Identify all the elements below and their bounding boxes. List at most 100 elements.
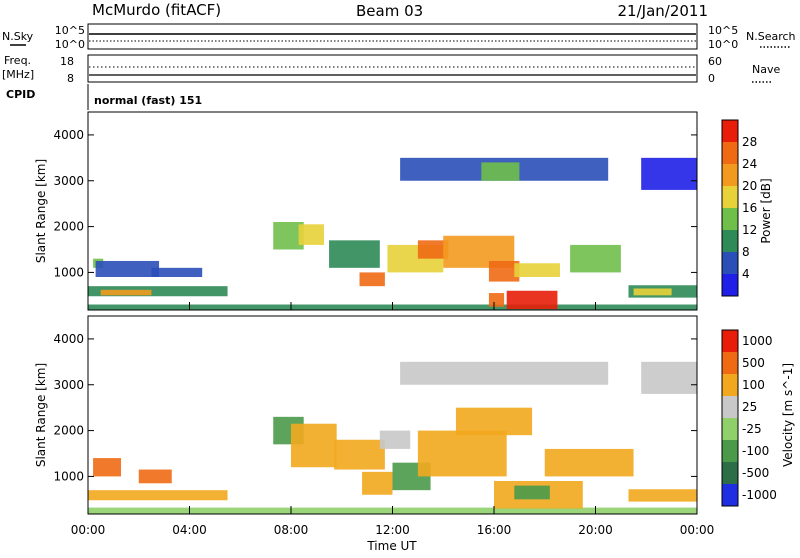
power-colorbar-tick-label: 4	[742, 267, 750, 281]
velocity-echo-region	[544, 448, 634, 477]
x-tick-label: 20:00	[578, 523, 613, 537]
noise-left-tick-top: 10^5	[55, 24, 85, 37]
power-echo-region	[514, 263, 560, 277]
noise-left-tick-bottom: 10^0	[55, 38, 85, 51]
velocity-echo-region	[400, 361, 609, 385]
beam-title: Beam 03	[356, 2, 423, 20]
x-tick-label: 04:00	[172, 523, 207, 537]
velocity-echo-region	[138, 469, 172, 484]
freq-right-tick-bottom: 0	[708, 72, 715, 85]
velocity-colorbar-swatch	[722, 440, 738, 462]
velocity-colorbar-tick-label: -100	[742, 444, 769, 458]
noise-search-label: N.Search	[746, 30, 796, 43]
power-y-tick-label: 1000	[53, 265, 84, 279]
velocity-echo-region	[334, 439, 385, 470]
power-echo-region	[329, 240, 380, 268]
power-echo-region	[633, 288, 672, 296]
velocity-colorbar-swatch	[722, 352, 738, 374]
velocity-colorbar-swatch	[722, 418, 738, 440]
freq-left-tick-top: 18	[60, 55, 74, 68]
power-echo-region	[88, 286, 228, 297]
nave-label: Nave	[752, 63, 780, 76]
power-echo-region	[359, 272, 385, 287]
noise-sky-label: N.Sky	[2, 30, 34, 43]
velocity-echo-region	[93, 458, 121, 477]
power-echo-region	[641, 157, 697, 190]
power-colorbar-tick-label: 8	[742, 245, 750, 259]
power-colorbar-tick-label: 24	[742, 157, 757, 171]
velocity-colorbar-tick-label: 1000	[742, 334, 773, 348]
power-colorbar-swatch	[722, 252, 738, 274]
velocity-y-tick-label: 4000	[53, 332, 84, 346]
power-colorbar-swatch	[722, 208, 738, 230]
power-echo-region	[481, 162, 520, 181]
velocity-y-tick-label: 2000	[53, 424, 84, 438]
x-tick-label: 00:00	[71, 523, 106, 537]
x-axis-label: Time UT	[366, 539, 417, 553]
x-tick-label: 08:00	[274, 523, 309, 537]
velocity-colorbar-tick-label: -500	[742, 466, 769, 480]
x-axis: 00:00 04:00 08:00 12:00 16:00 20:00 00:00	[71, 302, 715, 537]
freq-left-tick-bottom: 8	[67, 72, 74, 85]
velocity-colorbar-tick-label: -25	[742, 422, 762, 436]
velocity-colorbar-swatch	[722, 374, 738, 396]
power-echo-region	[95, 260, 160, 277]
power-echo-region	[298, 224, 324, 245]
power-colorbar-tick-label: 20	[742, 179, 757, 193]
velocity-echo-region	[641, 361, 697, 394]
power-colorbar-tick-label: 12	[742, 223, 757, 237]
velocity-echo-region	[362, 471, 393, 495]
freq-right-tick-top: 60	[708, 55, 722, 68]
velocity-colorbar-label: Velocity [m s^-1]	[781, 363, 795, 467]
velocity-echo-region	[514, 485, 550, 500]
power-echo-region	[417, 240, 449, 259]
cpid-value: normal (fast) 151	[94, 94, 202, 107]
x-tick-label: 16:00	[477, 523, 512, 537]
velocity-y-axis-label: Slant Range [km]	[34, 363, 48, 467]
power-echo-region	[488, 293, 505, 307]
station-title: McMurdo (fitACF)	[92, 1, 221, 19]
power-colorbar-swatch	[722, 186, 738, 208]
frequency-panel: Freq. [MHz] 18 8 60 0 Nave	[2, 54, 780, 85]
power-panel: 1000 2000 3000 4000 Slant Range [km]	[34, 111, 698, 311]
power-echo-region	[151, 267, 203, 277]
velocity-colorbar-swatch	[722, 462, 738, 484]
velocity-y-tick-label: 1000	[53, 469, 84, 483]
velocity-echo-region	[628, 489, 697, 502]
x-tick-label: 00:00	[680, 523, 715, 537]
velocity-colorbar-swatch	[722, 484, 738, 506]
cpid-label: CPID	[6, 88, 35, 101]
power-y-tick-label: 3000	[53, 174, 84, 188]
velocity-panel: 1000 2000 3000 4000 Slant Range [km]	[34, 315, 698, 515]
power-y-tick-label: 2000	[53, 220, 84, 234]
power-colorbar-tick-label: 16	[742, 201, 757, 215]
velocity-colorbar-tick-label: 25	[742, 400, 757, 414]
power-echo-region	[570, 244, 621, 273]
velocity-echo-region	[88, 490, 228, 501]
velocity-echo-region	[417, 430, 507, 477]
date-title: 21/Jan/2011	[618, 2, 709, 20]
velocity-colorbar-swatch	[722, 396, 738, 418]
power-colorbar-label: Power [dB]	[759, 178, 773, 243]
velocity-colorbar: 1000 500 100 25 -25 -100 -500 -1000 Velocity [m…	[721, 329, 795, 507]
power-echo-region	[100, 289, 152, 296]
power-colorbar-tick-label: 28	[742, 135, 757, 149]
noise-sky-trace	[89, 33, 696, 42]
noise-panel: N.Sky 10^5 10^0 10^5 10^0 N.Search	[2, 23, 796, 51]
power-echo-region	[506, 290, 558, 310]
x-tick-label: 12:00	[375, 523, 410, 537]
power-colorbar-swatch	[722, 274, 738, 296]
noise-right-tick-bottom: 10^0	[708, 38, 738, 51]
power-colorbar-swatch	[722, 230, 738, 252]
velocity-echo-region	[379, 430, 411, 449]
power-colorbar-swatch	[722, 142, 738, 164]
noise-right-tick-top: 10^5	[708, 24, 738, 37]
velocity-colorbar-tick-label: 100	[742, 378, 765, 392]
power-y-axis-label: Slant Range [km]	[34, 159, 48, 263]
power-echo-region	[488, 260, 520, 282]
freq-unit-label: [MHz]	[2, 68, 34, 81]
power-colorbar: 4 8 12 16 20 24 28 Power [dB]	[721, 119, 773, 297]
velocity-colorbar-tick-label: 500	[742, 356, 765, 370]
velocity-colorbar-swatch	[722, 330, 738, 352]
